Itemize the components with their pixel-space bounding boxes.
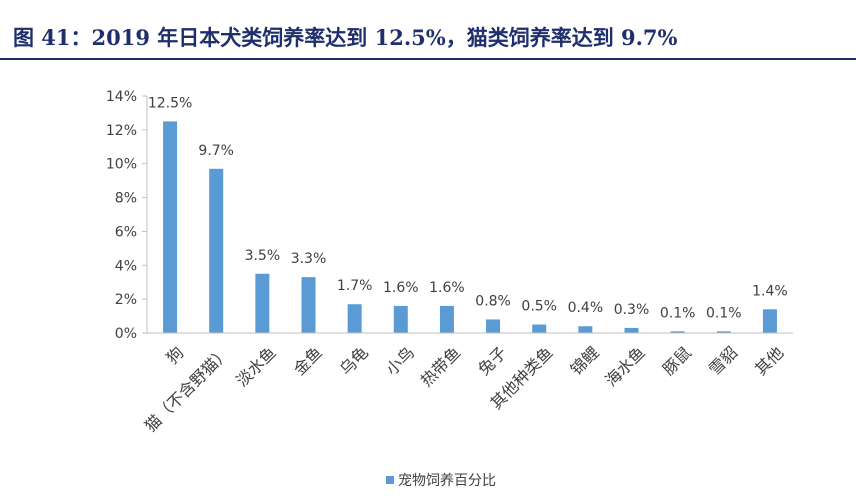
- data-label: 3.3%: [291, 251, 327, 267]
- bar: [578, 326, 593, 333]
- bar: [393, 305, 408, 333]
- data-labels: 12.5% 9.7% 3.5% 3.3% 1.7% 1.6% 1.6% 0.8% 0.5% 0.4…: [148, 95, 788, 321]
- category-label: 热带鱼: [417, 343, 464, 390]
- category-label: 其他: [751, 343, 787, 379]
- category-label: 锦鲤: [567, 343, 603, 379]
- bar: [347, 304, 362, 333]
- data-label: 0.4%: [568, 300, 604, 316]
- category-label: 小鸟: [382, 343, 418, 379]
- category-label: 雪貂: [705, 343, 741, 379]
- data-label: 3.5%: [245, 248, 281, 264]
- bar: [762, 309, 777, 333]
- category-label: 海水鱼: [601, 343, 648, 390]
- legend-swatch: [386, 476, 394, 484]
- figure-title: 图 41：2019 年日本犬类饲养率达到 12.5%，猫类饲养率达到 9.7%: [13, 25, 678, 50]
- bar: [255, 273, 270, 333]
- y-tick-label: 10%: [106, 157, 137, 173]
- data-label: 1.7%: [337, 278, 373, 294]
- data-label: 1.6%: [383, 280, 419, 296]
- y-tick-label: 4%: [115, 258, 137, 274]
- data-label: 12.5%: [148, 95, 192, 111]
- y-tick-label: 2%: [115, 292, 137, 308]
- data-label: 1.4%: [752, 283, 788, 299]
- bar: [532, 324, 547, 333]
- y-tick-label: 6%: [115, 224, 137, 240]
- category-label: 猫（不含野猫）: [141, 343, 234, 436]
- category-label: 兔子: [474, 343, 510, 379]
- data-label: 0.1%: [660, 305, 696, 321]
- bar: [209, 168, 224, 333]
- category-label: 豚鼠: [659, 343, 695, 379]
- y-tick-label: 14%: [106, 89, 137, 105]
- y-tick-label: 0%: [115, 326, 137, 342]
- category-label: 金鱼: [290, 343, 326, 379]
- bar: [163, 121, 178, 334]
- bar: [439, 305, 454, 333]
- data-label: 0.1%: [706, 305, 742, 321]
- category-label: 淡水鱼: [232, 343, 279, 390]
- data-label: 0.5%: [521, 299, 557, 315]
- title-divider: [0, 58, 856, 60]
- category-label: 乌龟: [336, 343, 372, 379]
- y-axis: 0% 2% 4% 6% 8% 10% 12% 14%: [106, 89, 148, 342]
- data-label: 0.3%: [614, 302, 650, 318]
- bar: [624, 327, 639, 333]
- data-label: 0.8%: [475, 293, 511, 309]
- bar: [486, 319, 501, 333]
- y-tick-label: 8%: [115, 191, 137, 207]
- bar: [716, 331, 731, 333]
- bar: [301, 277, 316, 333]
- category-label: 狗: [163, 343, 188, 368]
- y-tick-label: 12%: [106, 123, 137, 139]
- legend: 宠物饲养百分比: [386, 473, 496, 489]
- data-label: 9.7%: [198, 143, 234, 159]
- data-label: 1.6%: [429, 280, 465, 296]
- bar-series: [163, 121, 777, 334]
- legend-label: 宠物饲养百分比: [398, 473, 496, 489]
- bar: [670, 331, 685, 333]
